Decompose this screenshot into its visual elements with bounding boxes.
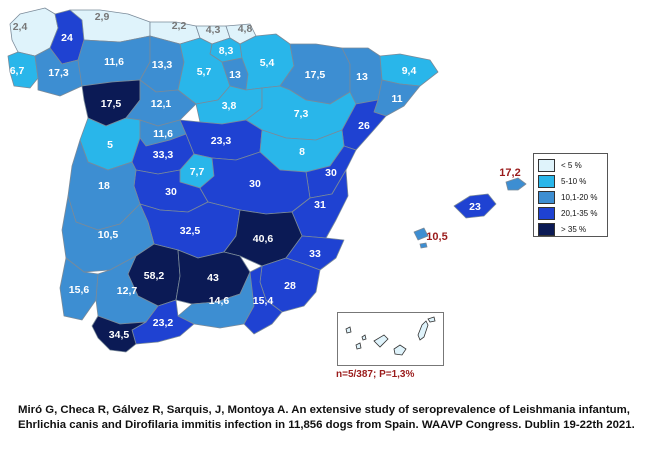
region-value-labels: 2,4 6,7 24 17,3 2,9 2,2 4,3 4,8 8,3 11,6 13,3 5,7 13… (10, 11, 481, 341)
value-label-castellon: 30 (325, 167, 337, 179)
value-label-tarragona: 26 (358, 120, 370, 132)
value-label-girona: 9,4 (402, 65, 417, 77)
value-label-murcia: 28 (284, 280, 296, 292)
value-label-cadiz: 34,5 (109, 329, 130, 341)
canary-islands-shapes (345, 316, 436, 356)
island-formentera (419, 242, 428, 249)
value-label-cordoba: 58,2 (144, 270, 165, 282)
value-label-avila: 11,6 (153, 128, 173, 140)
value-label-barcelona: 11 (391, 93, 402, 105)
value-label-sevilla: 12,7 (117, 285, 138, 297)
region-almeria (243, 265, 283, 335)
legend-swatch (538, 158, 555, 172)
legend-swatch (538, 206, 555, 220)
value-label-alicante: 33 (309, 248, 321, 260)
legend-swatch (538, 174, 555, 188)
legend-label: < 5 % (561, 160, 582, 170)
value-label-palencia: 13,3 (152, 59, 173, 71)
value-label-cantabria: 2,2 (172, 20, 187, 32)
legend-label: 5-10 % (561, 176, 587, 186)
ibiza-value-label: 10,5 (426, 231, 447, 243)
legend-label: 20,1-35 % (561, 208, 598, 218)
legend-item: 5-10 % (538, 174, 586, 188)
value-label-toledo: 30 (165, 186, 177, 198)
value-label-galicia-a: 2,4 (13, 21, 28, 33)
value-label-galicia-d: 17,3 (48, 67, 69, 79)
legend-item: > 35 % (538, 222, 586, 236)
value-label-teruel: 8 (299, 146, 305, 158)
value-label-mallorca: 23 (469, 201, 481, 213)
value-label-navarra: 5,4 (260, 57, 275, 69)
legend: < 5 % 5-10 % 10,1-20 % 20,1-35 % > 35 % (533, 153, 608, 237)
menorca-value-label: 17,2 (499, 167, 520, 179)
canary-islands-inset (337, 312, 444, 366)
value-label-malaga: 23,2 (153, 317, 174, 329)
value-label-segovia: 33,3 (153, 149, 174, 161)
legend-item: 20,1-35 % (538, 206, 597, 220)
value-label-asturias: 2,9 (95, 11, 110, 23)
island-ibiza (413, 227, 429, 241)
legend-item: 10,1-20 % (538, 190, 597, 204)
value-label-alava: 13 (229, 69, 241, 81)
value-label-burgos: 5,7 (197, 66, 212, 78)
value-label-valladolid: 12,1 (151, 98, 172, 110)
value-label-jaen: 43 (207, 272, 219, 284)
value-label-caceres: 18 (98, 180, 110, 192)
value-label-madrid: 7,7 (190, 166, 205, 178)
value-label-zamora: 17,5 (101, 98, 122, 110)
value-label-guadalajara: 23,3 (211, 135, 232, 147)
region-huelva (59, 257, 99, 321)
legend-swatch (538, 222, 555, 236)
value-label-basque-a: 4,3 (206, 24, 221, 36)
value-label-ciudad-real: 32,5 (180, 225, 201, 237)
value-label-galicia-c: 24 (61, 32, 73, 44)
value-label-huesca: 17,5 (305, 69, 326, 81)
value-label-huelva: 15,6 (69, 284, 90, 296)
source-citation: Miró G, Checa R, Gálvez R, Sarquis, J, M… (18, 404, 635, 431)
value-label-galicia-b: 6,7 (10, 65, 25, 77)
value-label-badajoz: 10,5 (98, 229, 119, 241)
value-label-salamanca: 5 (107, 139, 113, 151)
value-label-granada: 14,6 (209, 295, 230, 307)
value-label-zaragoza: 7,3 (294, 108, 309, 120)
value-label-albacete: 40,6 (253, 233, 274, 245)
value-label-soria: 3,8 (222, 100, 237, 112)
legend-label: > 35 % (561, 224, 587, 234)
region-mallorca (453, 193, 497, 219)
legend-swatch (538, 190, 555, 204)
region-cadiz (91, 315, 147, 353)
value-label-basque-b: 4,8 (238, 23, 253, 35)
region-galicia-b (7, 51, 39, 89)
value-label-cuenca: 30 (249, 178, 261, 190)
value-label-valencia: 31 (314, 199, 326, 211)
value-label-leon: 11,6 (104, 56, 124, 68)
value-label-basque-c: 8,3 (219, 45, 234, 57)
island-menorca (505, 177, 527, 191)
spain-prevalence-map: 2,4 6,7 24 17,3 2,9 2,2 4,3 4,8 8,3 11,6 13,3 5,7 13… (7, 7, 527, 353)
legend-label: 10,1-20 % (561, 192, 598, 202)
canary-islands-note: n=5/387; P=1,3% (336, 369, 415, 380)
legend-item: < 5 % (538, 158, 582, 172)
value-label-almeria: 15,4 (253, 295, 274, 307)
value-label-lleida: 13 (356, 71, 368, 83)
